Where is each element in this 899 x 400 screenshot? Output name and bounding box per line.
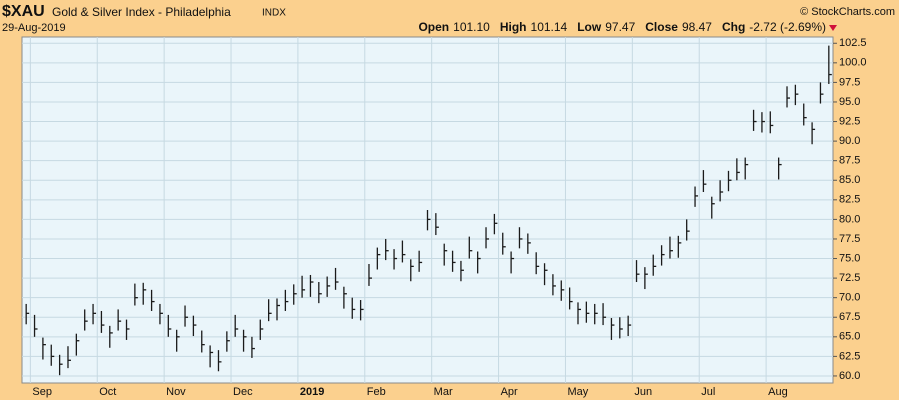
y-tick-label: 90.0 <box>839 135 860 147</box>
y-tick-label: 75.0 <box>839 252 860 264</box>
x-tick-label: Sep <box>32 386 52 398</box>
down-arrow <box>829 25 837 31</box>
x-tick-label: Mar <box>434 386 453 398</box>
y-tick-label: 60.0 <box>839 370 860 382</box>
x-tick-label: 2019 <box>300 386 324 398</box>
x-tick-label: Apr <box>501 386 518 398</box>
x-tick-label: Jun <box>634 386 652 398</box>
quote-value: 101.10 <box>453 20 490 34</box>
quote-label: Close <box>645 20 678 34</box>
y-tick-label: 100.0 <box>839 57 867 69</box>
y-tick-label: 92.5 <box>839 115 860 127</box>
y-tick-label: 62.5 <box>839 350 860 362</box>
x-tick-label: Aug <box>768 386 788 398</box>
quote-label: Chg <box>722 20 745 34</box>
quote-label: Open <box>418 20 449 34</box>
x-tick-label: Feb <box>367 386 386 398</box>
y-tick-label: 67.5 <box>839 311 860 323</box>
x-tick-label: May <box>567 386 588 398</box>
quote-label: Low <box>577 20 602 34</box>
y-tick-label: 102.5 <box>839 37 867 49</box>
source: © StockCharts.com <box>800 6 895 18</box>
x-tick-label: Jul <box>701 386 715 398</box>
y-tick-label: 65.0 <box>839 331 860 343</box>
quote-label: High <box>500 20 527 34</box>
quote-value: 97.47 <box>605 20 635 34</box>
y-tick-label: 70.0 <box>839 292 860 304</box>
date: 29-Aug-2019 <box>2 22 66 34</box>
y-tick-label: 80.0 <box>839 213 860 225</box>
y-tick-label: 82.5 <box>839 194 860 206</box>
y-tick-label: 85.0 <box>839 174 860 186</box>
quote-value: 98.47 <box>682 20 712 34</box>
chart-subtitle: Gold & Silver Index - Philadelphia <box>52 5 231 19</box>
x-tick-label: Oct <box>99 386 116 398</box>
quote-value: 101.14 <box>531 20 568 34</box>
y-tick-label: 95.0 <box>839 96 860 108</box>
y-tick-label: 97.5 <box>839 76 860 88</box>
exchange: INDX <box>262 8 286 19</box>
quote: Open 101.10 High 101.14 Low 97.47 Close 98.47 Ch… <box>418 20 826 34</box>
quote-value: -2.72 (-2.69%) <box>749 20 826 34</box>
x-tick-label: Nov <box>166 386 186 398</box>
x-tick-label: Dec <box>233 386 253 398</box>
chart-title: $XAU <box>2 3 45 20</box>
y-tick-label: 72.5 <box>839 272 860 284</box>
y-tick-label: 87.5 <box>839 155 860 167</box>
y-tick-label: 77.5 <box>839 233 860 245</box>
